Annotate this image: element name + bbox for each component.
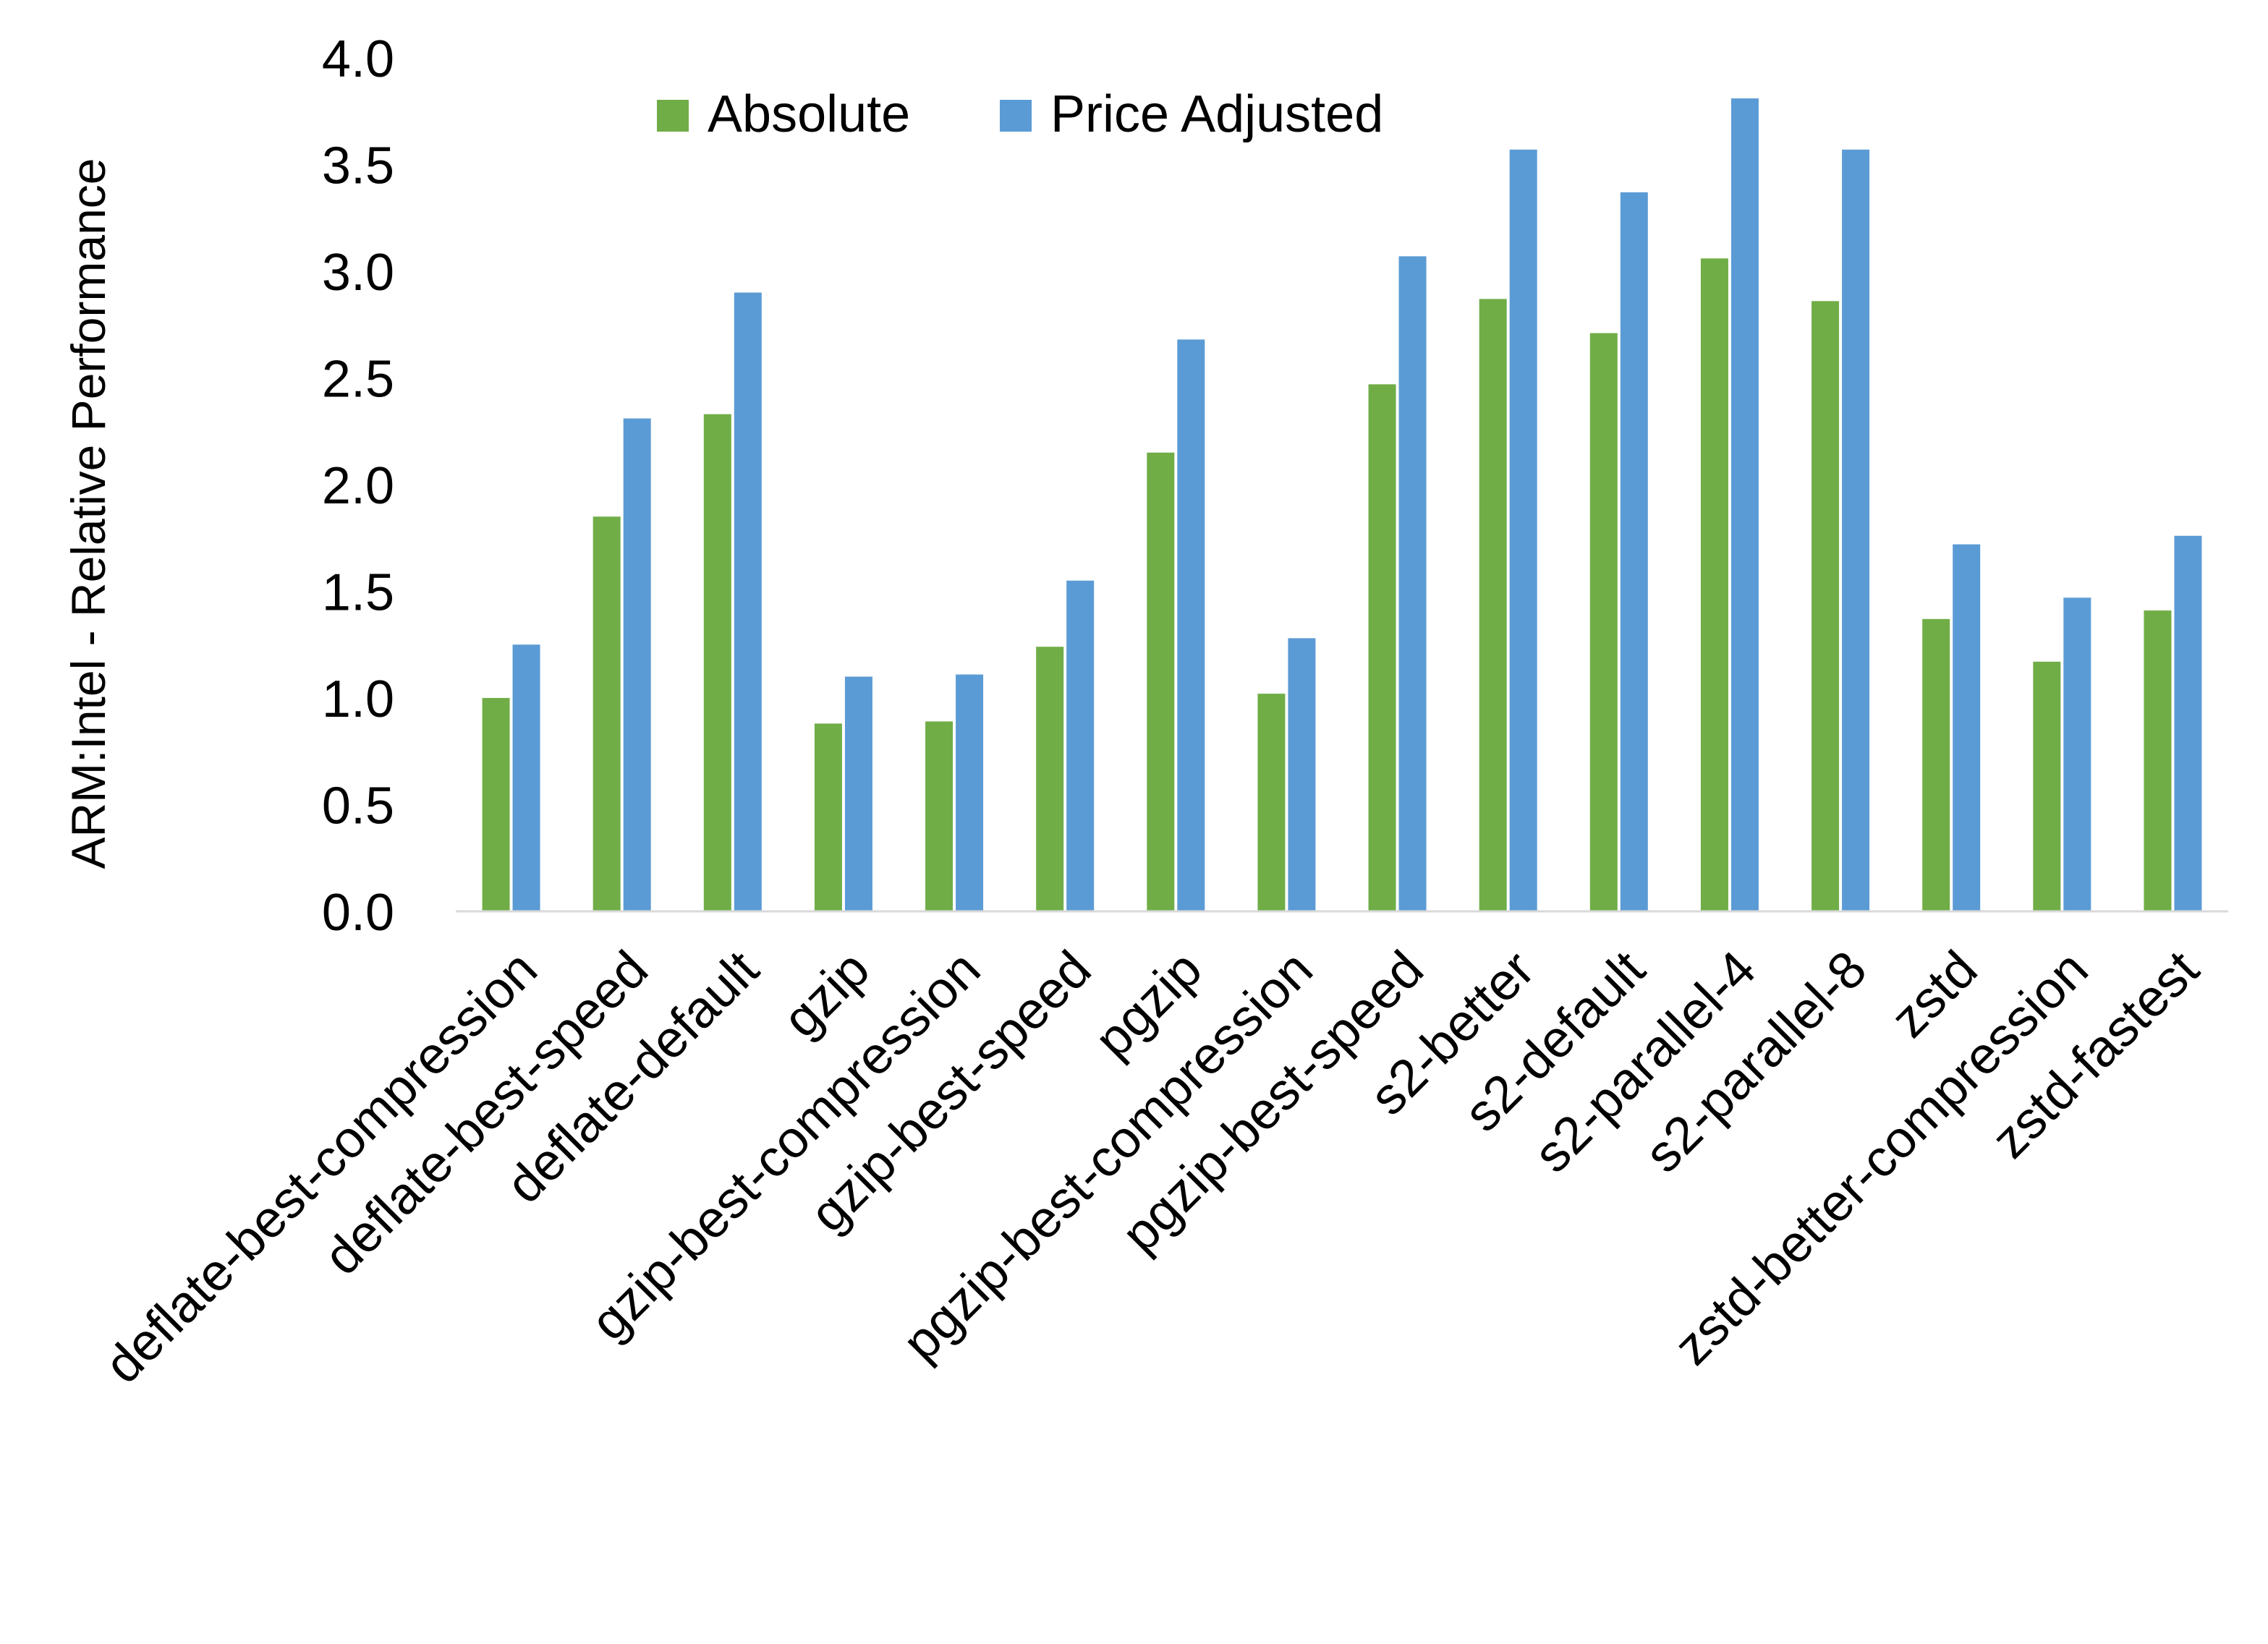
legend-swatch-price-adjusted (1000, 100, 1032, 132)
bar-price-adjusted-deflate-default (734, 292, 762, 911)
y-tick-label: 1.5 (322, 564, 394, 622)
bar-price-adjusted-pgzip-best-speed (1398, 256, 1427, 912)
bar-absolute-gzip-best-compression (925, 721, 954, 911)
x-tick-label: deflate-best-compression (94, 940, 548, 1394)
bar-price-adjusted-gzip-best-compression (956, 674, 984, 911)
bar-absolute-deflate-default (703, 414, 731, 911)
legend-swatch-absolute (657, 100, 689, 132)
bar-price-adjusted-s2-default (1620, 192, 1648, 912)
bar-absolute-gzip-best-speed (1036, 647, 1064, 911)
bar-absolute-deflate-best-compression (482, 698, 510, 911)
legend: Absolute Price Adjusted (657, 85, 1383, 143)
bar-absolute-pgzip-best-compression (1257, 694, 1286, 911)
y-axis-title: ARM:Intel - Relative Performance (61, 158, 115, 869)
bar-price-adjusted-deflate-best-speed (623, 418, 651, 911)
bar-price-adjusted-pgzip (1177, 339, 1205, 911)
bar-price-adjusted-gzip (844, 676, 872, 911)
y-tick-label: 4.0 (322, 30, 394, 88)
bar-absolute-zstd-fastest (2144, 610, 2172, 911)
bar-price-adjusted-s2-parallel-4 (1730, 98, 1759, 911)
bar-absolute-pgzip-best-speed (1368, 384, 1396, 911)
y-tick-label: 1.0 (322, 670, 394, 728)
bar-price-adjusted-zstd-fastest (2174, 535, 2202, 911)
bar-absolute-s2-parallel-4 (1700, 258, 1728, 911)
y-tick-label: 2.0 (322, 457, 394, 515)
bar-absolute-zstd (1922, 618, 1950, 911)
y-tick-label: 3.5 (322, 137, 394, 195)
bars (482, 98, 2202, 912)
y-axis-ticks: 0.0 0.5 1.0 1.5 2.0 2.5 3.0 3.5 4.0 (322, 30, 394, 942)
x-axis-labels: deflate-best-compressiondeflate-best-spe… (94, 940, 2210, 1394)
y-tick-label: 0.5 (322, 778, 394, 835)
bar-absolute-s2-parallel-8 (1812, 301, 1840, 911)
y-tick-label: 0.0 (322, 884, 394, 942)
bar-absolute-s2-better (1479, 299, 1507, 912)
legend-label-absolute: Absolute (708, 85, 910, 143)
bar-absolute-pgzip (1147, 452, 1175, 911)
bar-price-adjusted-zstd-better-compression (2063, 597, 2091, 911)
y-tick-label: 3.0 (322, 244, 394, 302)
y-tick-label: 2.5 (322, 351, 394, 409)
bar-price-adjusted-gzip-best-speed (1066, 580, 1095, 911)
bar-price-adjusted-pgzip-best-compression (1288, 638, 1316, 911)
bar-absolute-deflate-best-speed (593, 516, 621, 911)
legend-label-price-adjusted: Price Adjusted (1050, 85, 1383, 143)
bar-absolute-s2-default (1589, 333, 1618, 911)
bar-absolute-zstd-better-compression (2033, 661, 2061, 911)
bar-price-adjusted-s2-parallel-8 (1842, 149, 1870, 912)
bar-absolute-gzip (814, 723, 842, 911)
bar-price-adjusted-deflate-best-compression (512, 644, 540, 911)
bar-price-adjusted-s2-better (1509, 149, 1537, 912)
bar-price-adjusted-zstd (1953, 544, 1981, 911)
